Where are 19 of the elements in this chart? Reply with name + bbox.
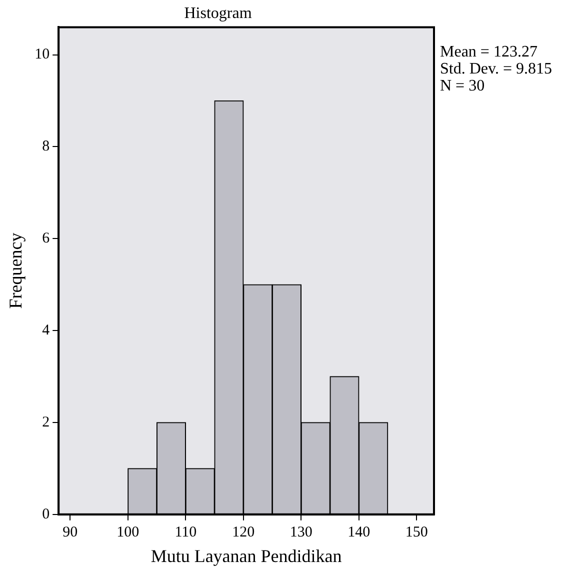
text: Std. Dev. = 9.815 bbox=[440, 60, 552, 78]
x-tick-label: 90 bbox=[62, 524, 78, 540]
text: Mean = 123.27 bbox=[440, 43, 538, 60]
x-tick-label: 100 bbox=[116, 524, 140, 540]
chart-title: Histogram bbox=[184, 4, 252, 22]
x-tick-label: 140 bbox=[348, 524, 370, 540]
y-tick-label: 2 bbox=[42, 414, 50, 430]
y-tick-label: 6 bbox=[42, 230, 50, 247]
y-axis-title: Frequency bbox=[6, 232, 26, 309]
y-tick-label: 8 bbox=[42, 138, 50, 155]
y-tick-label: 0 bbox=[42, 506, 50, 522]
x-tick-label: 130 bbox=[290, 524, 312, 540]
x-tick-label: 110 bbox=[174, 524, 197, 540]
text: N = 30 bbox=[440, 77, 485, 94]
y-tick-label: 4 bbox=[42, 322, 50, 338]
x-axis-title: Mutu Layanan Pendidikan bbox=[150, 546, 342, 566]
y-tick-label: 10 bbox=[34, 46, 50, 63]
x-tick-label: 150 bbox=[405, 524, 428, 540]
x-tick-label: 120 bbox=[232, 524, 255, 540]
